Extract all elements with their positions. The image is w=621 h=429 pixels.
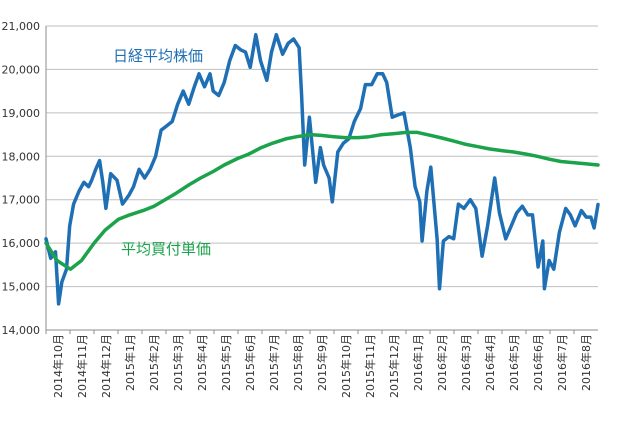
y-axis: 14,000 15,000 16,000 17,000 18,000 19,000 20,0…: [2, 20, 41, 337]
series-line-average-cost: [44, 130, 600, 271]
series-label-nikkei: 日経平均株価: [113, 47, 203, 65]
x-tick-label: 2015年12月: [387, 334, 401, 398]
x-tick-label: 2016年3月: [459, 334, 473, 391]
series-labels: 日経平均株価 平均買付単価: [113, 47, 211, 258]
x-tick-label: 2016年4月: [483, 334, 497, 391]
y-tick-label: 19,000: [2, 107, 41, 120]
x-tick-label: 2015年11月: [363, 334, 377, 398]
x-tick-label: 2016年8月: [579, 334, 593, 391]
y-tick-label: 17,000: [2, 194, 41, 207]
gridlines: [45, 25, 598, 331]
x-tick-label: 2016年5月: [507, 334, 521, 391]
series-label-average-cost: 平均買付単価: [121, 240, 211, 258]
x-tick-label: 2015年10月: [339, 334, 353, 398]
x-tick-label: 2015年8月: [291, 334, 305, 391]
x-tick-label: 2016年6月: [531, 334, 545, 391]
y-tick-label: 20,000: [2, 63, 41, 76]
x-tick-label: 2016年1月: [411, 334, 425, 391]
y-tick-label: 18,000: [2, 150, 41, 163]
x-tick-label: 2015年7月: [267, 334, 281, 391]
x-tick-label: 2015年5月: [219, 334, 233, 391]
x-tick-label: 2014年10月: [51, 334, 65, 398]
x-tick-label: 2016年7月: [555, 334, 569, 391]
y-tick-label: 16,000: [2, 237, 41, 250]
y-tick-label: 21,000: [2, 20, 41, 33]
x-tick-label: 2014年11月: [75, 334, 89, 398]
series-layer: [44, 32, 600, 306]
series-line-nikkei: [44, 32, 600, 306]
x-tick-label: 2015年3月: [171, 334, 185, 391]
x-tick-label: 2015年6月: [243, 334, 257, 391]
x-tick-label: 2016年2月: [435, 334, 449, 391]
x-tick-label: 2015年1月: [123, 334, 137, 391]
y-tick-label: 15,000: [2, 281, 41, 294]
x-tick-label: 2014年12月: [99, 334, 113, 398]
x-axis: 2014年10月 2014年11月 2014年12月 2015年1月 2015年2月 20…: [45, 330, 593, 398]
y-tick-label: 14,000: [2, 324, 41, 337]
x-tick-label: 2015年4月: [195, 334, 209, 391]
x-tick-label: 2015年9月: [315, 334, 329, 391]
x-tick-label: 2015年2月: [147, 334, 161, 391]
